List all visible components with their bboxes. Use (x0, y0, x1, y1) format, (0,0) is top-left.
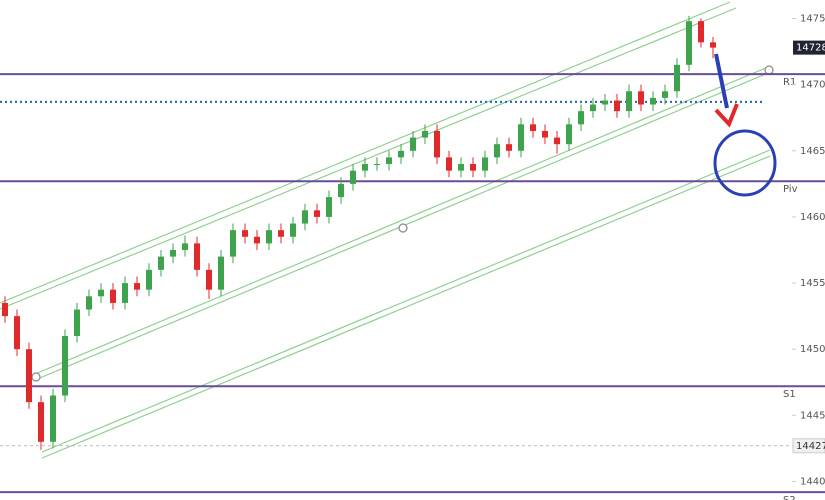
y-tick-label: 14500 (800, 344, 825, 355)
channel-middle (34, 66, 769, 375)
candle-body (50, 395, 56, 442)
candle-body (506, 144, 512, 151)
candle-body (266, 230, 272, 244)
y-tick-label: 14750 (800, 14, 825, 25)
target-circle (713, 129, 777, 197)
y-axis: 14400 14450 14500 14550 14600 14650 14700 14750… (792, 14, 825, 487)
price-tag-label: 14728 (796, 43, 825, 54)
candles (2, 15, 716, 450)
y-tick-label: 14400 (800, 476, 825, 487)
candle-body (482, 157, 488, 171)
candle-body (350, 170, 356, 184)
candle-body (398, 150, 404, 158)
y-tick-label: 14650 (800, 146, 825, 157)
y-tick-label: 14600 (800, 212, 825, 223)
candle-body (650, 97, 656, 105)
anchor-point (31, 372, 41, 382)
candle-body (170, 250, 176, 257)
candle-body (182, 243, 188, 250)
candle-body (422, 130, 428, 138)
channel-upper (0, 7, 737, 310)
candle-body (470, 164, 476, 171)
candle-body (122, 283, 128, 303)
candle-body (314, 210, 320, 217)
pivot-label: S1 (783, 389, 796, 400)
candle-body (302, 210, 308, 224)
candle-body (602, 100, 608, 105)
annotation (713, 53, 777, 197)
y-tick-label: 14700 (800, 80, 825, 91)
candle-body (566, 124, 572, 145)
candle-body (494, 144, 500, 158)
candle-body (74, 309, 80, 336)
candle-body (626, 91, 632, 112)
candle-body (338, 183, 344, 198)
levels: R1 Piv S1 S2 (0, 73, 825, 500)
candle-body (62, 335, 68, 396)
candle-body (86, 296, 92, 310)
arrow-head (714, 103, 739, 128)
candle-body (458, 164, 464, 171)
anchor-point (398, 223, 408, 233)
candle-body (710, 42, 716, 48)
pivot-label: R1 (783, 77, 796, 88)
arrow-shaft (714, 53, 729, 109)
channel-lower (41, 149, 771, 453)
candle-body (446, 157, 452, 171)
pivot-label: Piv (783, 184, 798, 195)
candle-body (590, 104, 596, 112)
candle-body (146, 269, 152, 290)
candle-body (278, 230, 284, 237)
candle-body (362, 164, 368, 171)
candle-body (554, 137, 560, 145)
candle-body (614, 100, 620, 112)
channel-lower (41, 155, 771, 459)
price-tag-box (792, 438, 825, 454)
candle-body (662, 91, 668, 98)
anchor-point (764, 65, 774, 75)
channel-lines (0, 1, 774, 459)
candle-body (686, 21, 692, 65)
price-tag-label: 14427 (796, 441, 825, 452)
candle-body (410, 137, 416, 151)
candle-body (14, 316, 20, 350)
candle-body (578, 111, 584, 125)
candle-body (98, 289, 104, 297)
candle-body (290, 223, 296, 237)
candle-body (518, 124, 524, 151)
candle-body (158, 256, 164, 270)
candle-body (434, 130, 440, 158)
candle-body (230, 230, 236, 257)
y-tick-label: 14550 (800, 278, 825, 289)
candle-body (194, 243, 200, 270)
candle-body (326, 197, 332, 217)
candle-body (374, 164, 380, 166)
channel-upper (0, 1, 731, 304)
y-tick-label: 14450 (800, 410, 825, 421)
candle-body (134, 283, 140, 290)
candle-body (242, 230, 248, 237)
candle-body (218, 256, 224, 290)
candle-body (386, 157, 392, 165)
candle-body (38, 402, 44, 442)
candle-body (698, 21, 704, 43)
candle-body (206, 269, 212, 290)
candle-body (26, 349, 32, 403)
price-tag-box (793, 40, 825, 55)
candle-body (2, 302, 8, 317)
candle-body (110, 289, 116, 303)
candle-body (638, 91, 644, 105)
candle-body (254, 236, 260, 244)
candle-body (530, 124, 536, 131)
candle-body (674, 64, 680, 92)
pivot-label: S2 (783, 495, 796, 500)
candle-body (542, 130, 548, 138)
